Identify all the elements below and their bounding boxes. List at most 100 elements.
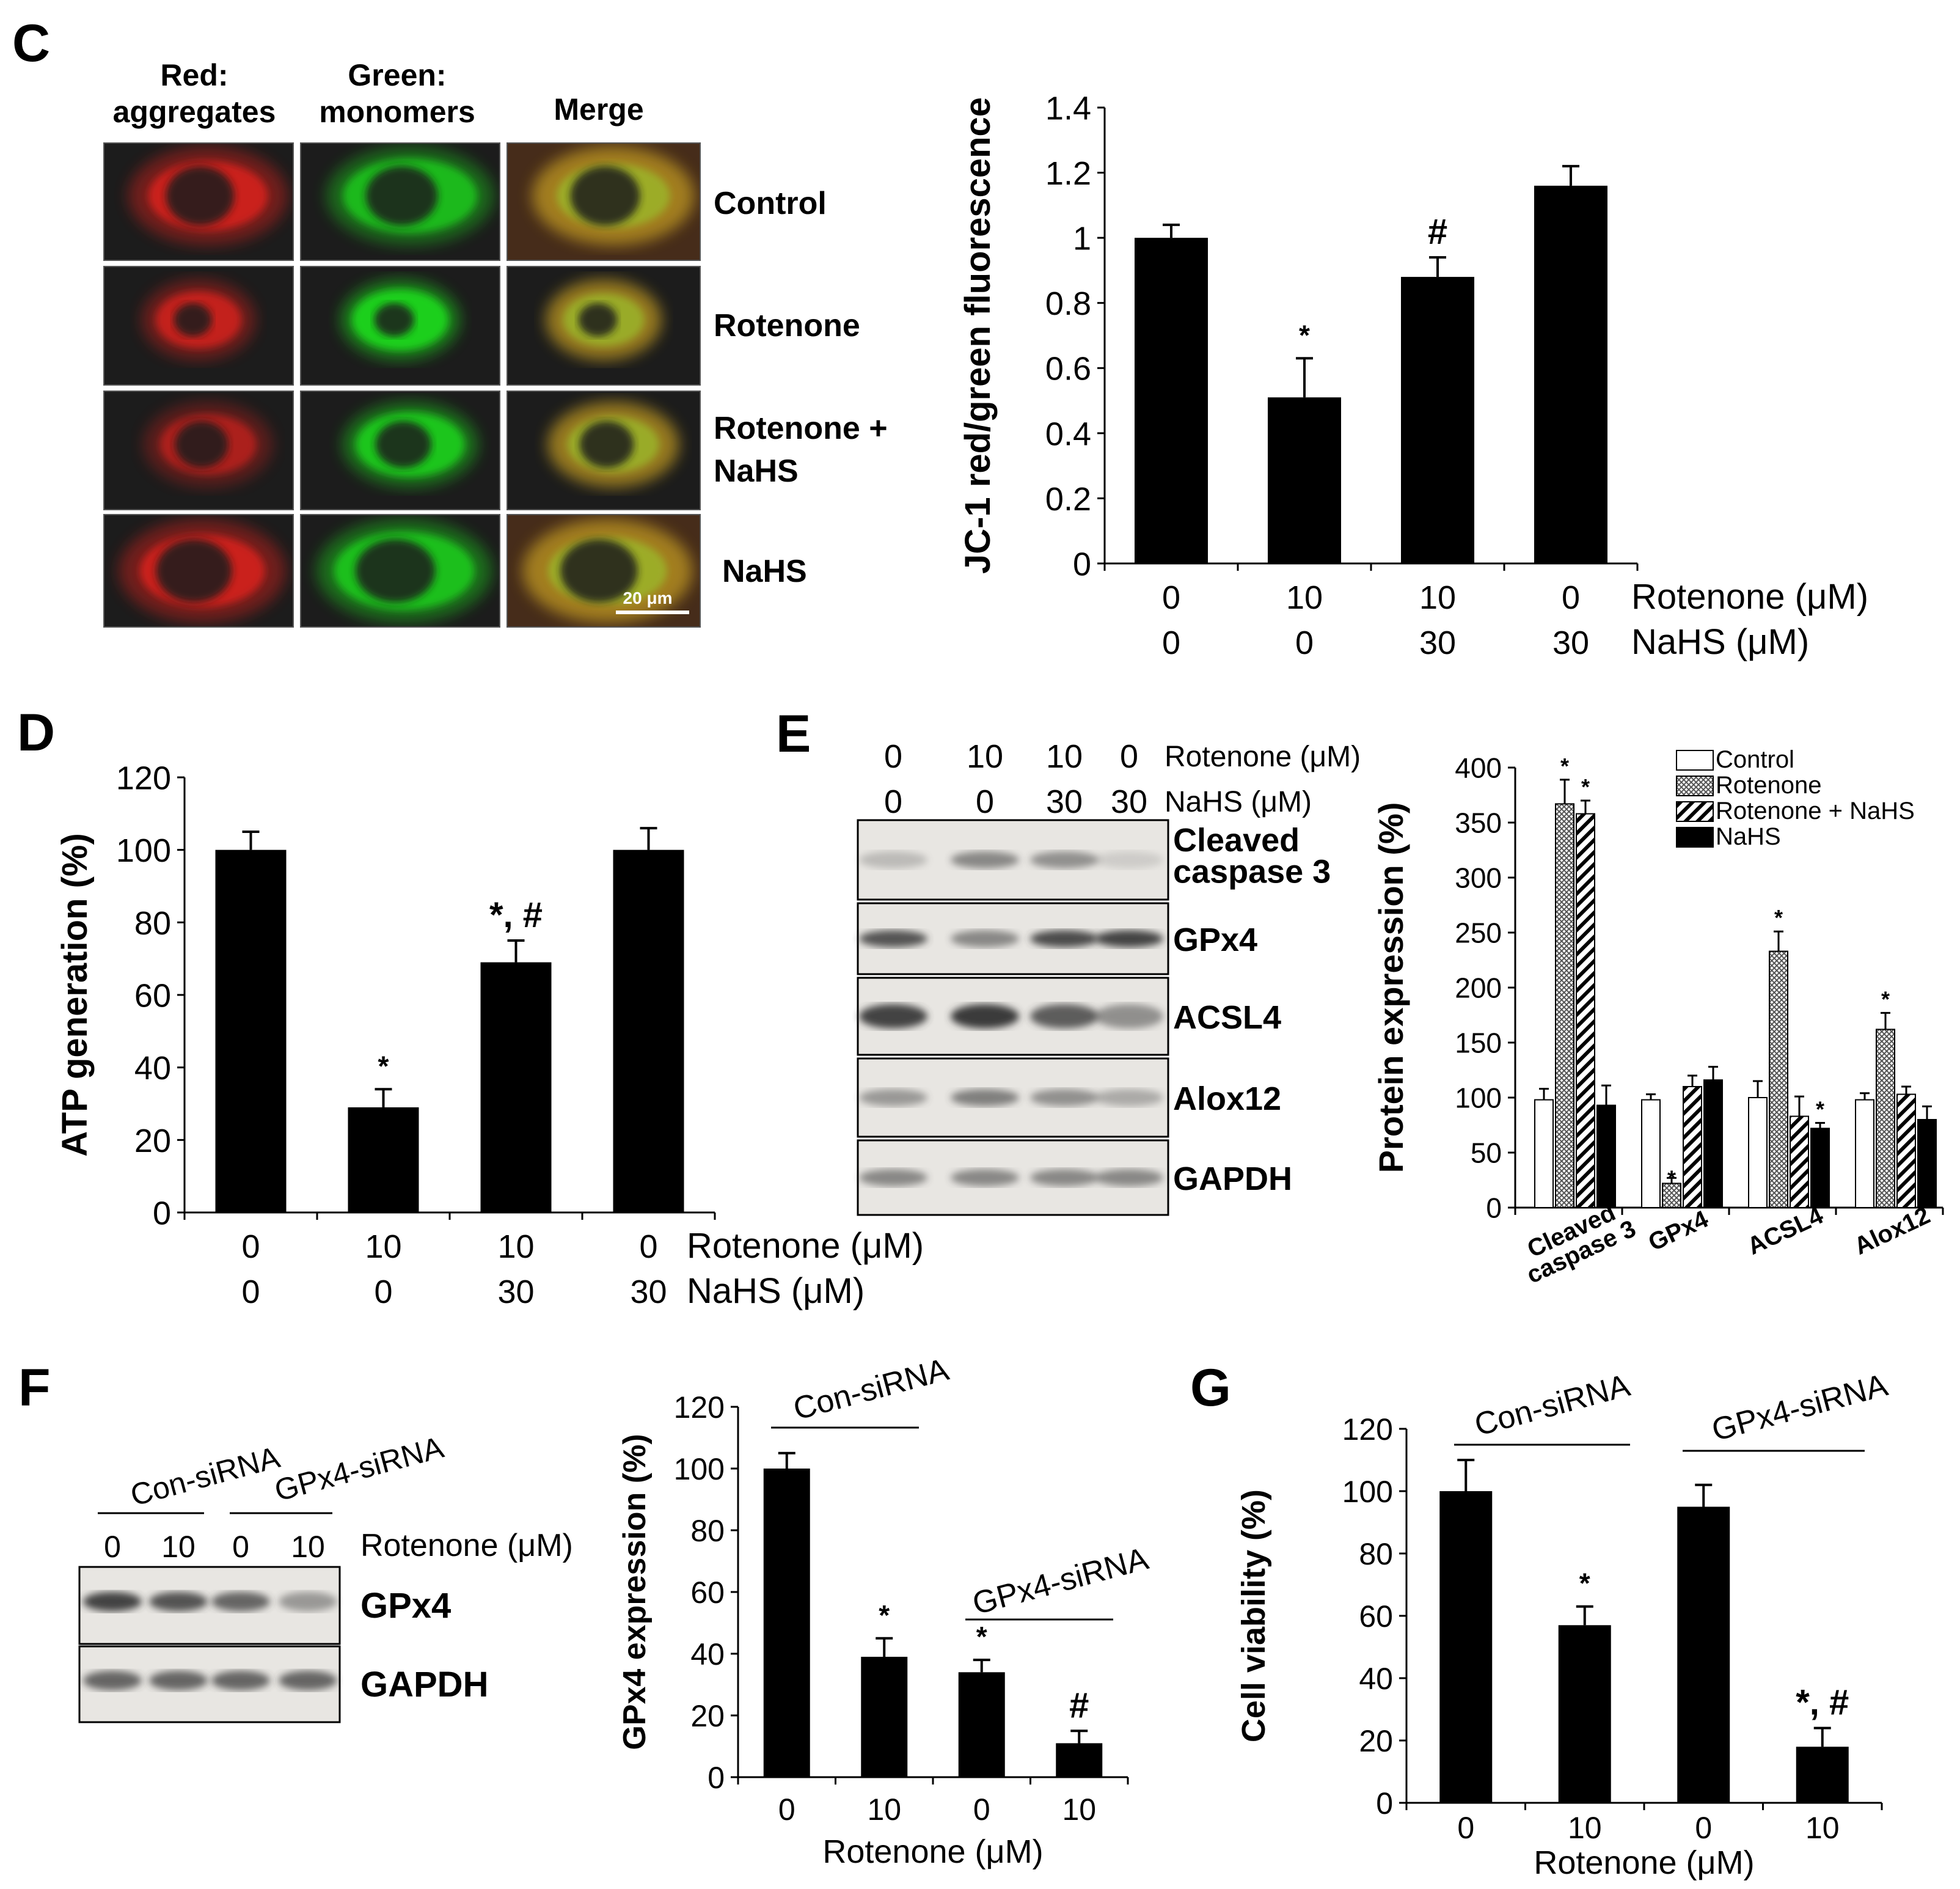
chart-e-bar xyxy=(1576,813,1595,1208)
blot-e-band xyxy=(1030,1169,1099,1186)
nucleus-dark-region xyxy=(174,303,212,337)
blot-e-band xyxy=(951,851,1019,868)
chart-c-condition-value: 30 xyxy=(1419,625,1456,661)
chart-e-bar xyxy=(1855,1099,1874,1208)
chart-c-condition-value: 30 xyxy=(1552,625,1589,661)
blot-e-band xyxy=(1095,851,1163,868)
chart-f-bar xyxy=(763,1469,810,1777)
chart-e-y-tick-label: 0 xyxy=(1486,1192,1502,1224)
chart-e-bar xyxy=(1683,1086,1702,1208)
chart-g-y-tick-label: 0 xyxy=(1376,1786,1393,1821)
chart-e-y-tick-label: 50 xyxy=(1471,1137,1502,1169)
micrograph-cell xyxy=(103,266,294,386)
panel-letter-d: D xyxy=(17,703,55,762)
blot-e-band xyxy=(1095,1004,1163,1029)
blot-e-strip xyxy=(857,1057,1169,1138)
scale-bar: 20 μm xyxy=(616,589,689,614)
micrograph-content xyxy=(507,143,700,260)
blot-f-band xyxy=(279,1591,337,1612)
micrograph-cell xyxy=(506,514,701,628)
blot-f-lane-label: 10 xyxy=(291,1530,325,1564)
chart-c-y-tick-label: 1.4 xyxy=(1045,90,1091,127)
blot-e-band xyxy=(859,1169,927,1186)
blot-e-strip xyxy=(857,819,1169,901)
blot-f-protein-label: GAPDH xyxy=(360,1665,488,1704)
blot-e-protein-label: Alox12 xyxy=(1173,1080,1281,1117)
chart-f-significance-label: # xyxy=(1069,1685,1089,1725)
chart-c-condition-label: Rotenone (μM) xyxy=(1631,577,1868,617)
chart-d-y-tick-label: 0 xyxy=(153,1195,171,1231)
chart-e-y-tick-label: 100 xyxy=(1455,1082,1502,1114)
chart-g-bar xyxy=(1796,1747,1849,1803)
micrograph-border xyxy=(506,142,701,261)
chart-e-significance-label: * xyxy=(1774,905,1783,930)
blot-e-band xyxy=(859,1004,927,1029)
blot-f-band xyxy=(211,1670,270,1690)
micrograph-border xyxy=(103,391,294,510)
scale-bar-label: 20 μm xyxy=(623,589,673,607)
chart-e-bar xyxy=(1662,1183,1681,1209)
chart-e-legend-swatch xyxy=(1676,750,1714,771)
chart-d-y-label: ATP generation (%) xyxy=(55,833,95,1157)
nucleus-dark-region xyxy=(156,539,232,603)
micrograph-cell xyxy=(506,391,701,510)
blot-e-band xyxy=(1030,851,1099,868)
blot-e-strip xyxy=(857,1139,1169,1216)
micrograph-border xyxy=(506,266,701,386)
blot-f-band xyxy=(149,1670,208,1690)
chart-e-bar xyxy=(1876,1029,1895,1209)
chart-g-group-label: GPx4-siRNA xyxy=(1708,1367,1892,1448)
chart-d-bar xyxy=(613,849,684,1212)
chart-c-bar xyxy=(1401,277,1474,563)
micrograph-border xyxy=(103,266,294,386)
chart-g-bar xyxy=(1677,1506,1730,1803)
chart-e-legend-swatch xyxy=(1676,801,1714,822)
blot-e-band xyxy=(951,1089,1019,1106)
blot-f-group-label: Con-siRNA xyxy=(127,1440,284,1513)
blot-f-lane-label: 0 xyxy=(104,1530,121,1564)
blot-e-condition-value: 0 xyxy=(884,783,902,820)
chart-e-x-tick-label: Alox12 xyxy=(1850,1202,1934,1260)
chart-g-y-tick-label: 80 xyxy=(1359,1537,1393,1571)
chart-e-y-label: Protein expression (%) xyxy=(1372,802,1410,1173)
blot-e-condition-label: NaHS (μM) xyxy=(1165,786,1312,818)
nucleus-dark-region xyxy=(375,421,431,468)
western-blot-e: 0 10 10 0 Rotenone (μM) 0 0 30 30 NaHS (μM) Cleave… xyxy=(857,738,1361,1216)
chart-e-significance-label: * xyxy=(1881,986,1890,1011)
chart-g-y-tick-label: 20 xyxy=(1359,1724,1393,1758)
blot-e-band xyxy=(951,1169,1019,1186)
chart-c-y-tick-label: 1 xyxy=(1073,221,1091,257)
blot-f-band xyxy=(83,1591,142,1612)
chart-e-bar xyxy=(1555,803,1574,1208)
blot-e-band xyxy=(1095,1169,1163,1186)
chart-e-y-tick-label: 350 xyxy=(1455,807,1502,839)
micrograph-grid xyxy=(103,142,701,628)
column-header-green: Green: monomers xyxy=(319,58,475,129)
chart-d-y-tick-label: 60 xyxy=(134,977,171,1014)
chart-c-significance-label: * xyxy=(1299,319,1310,351)
micrograph-content xyxy=(547,402,679,488)
blot-e-condition-value: 0 xyxy=(976,783,994,820)
chart-c-condition-value: 10 xyxy=(1419,579,1456,616)
chart-e-y-tick-label: 300 xyxy=(1455,862,1502,894)
nucleus-dark-region xyxy=(560,539,638,603)
chart-g-y-tick-label: 100 xyxy=(1342,1475,1393,1509)
chart-d-condition-value: 10 xyxy=(497,1228,534,1265)
chart-g-x-tick-label: 0 xyxy=(1457,1811,1474,1845)
chart-c-y-tick-label: 0.4 xyxy=(1045,416,1091,452)
micrograph-border xyxy=(103,514,294,628)
blot-e-condition-value: 30 xyxy=(1111,783,1147,820)
micrograph-cell xyxy=(103,391,294,510)
micrograph-border xyxy=(506,391,701,510)
chart-g-y-tick-label: 120 xyxy=(1342,1412,1393,1447)
chart-g-significance-label: * xyxy=(1579,1568,1590,1599)
chart-e-bar xyxy=(1703,1079,1723,1208)
row-label-nahs: NaHS xyxy=(722,554,807,589)
chart-f-x-tick-label: 10 xyxy=(1062,1792,1096,1827)
chart-e-significance-label: * xyxy=(1667,1165,1676,1190)
chart-d-bar xyxy=(215,849,287,1212)
blot-e-protein-label-line: Cleaved xyxy=(1173,822,1300,859)
chart-f-y-tick-label: 40 xyxy=(690,1637,725,1671)
